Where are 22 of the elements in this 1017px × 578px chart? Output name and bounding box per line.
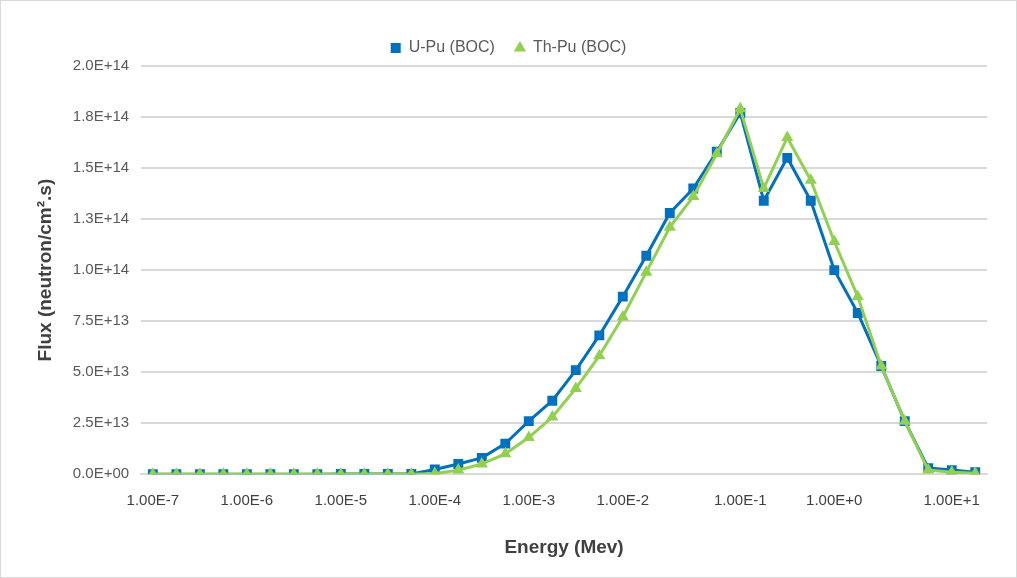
x-tick-label: 1.00E-3: [502, 491, 556, 509]
x-tick-label: 1.00E-1: [714, 491, 767, 509]
y-axis-title: Flux (neutron/cm².s): [33, 178, 55, 362]
x-tick-label: 1.00E+0: [806, 491, 863, 509]
y-tick-label: 5.0E+13: [72, 362, 130, 380]
x-tick-label: 1.00E-4: [408, 491, 462, 509]
y-tick-label: 1.5E+14: [72, 158, 130, 176]
x-axis-title: Energy (Mev): [504, 535, 624, 557]
x-tick-label: 1.00E-2: [596, 491, 650, 509]
x-tick-label: 1.00E-5: [314, 491, 368, 509]
y-tick-label: 0.0E+00: [72, 464, 130, 482]
y-tick-label: 2.5E+13: [72, 413, 130, 431]
x-tick-label: 1.00E-7: [126, 491, 180, 509]
y-tick-label: 7.5E+13: [72, 311, 130, 329]
x-tick-label: 1.00E+1: [923, 491, 980, 509]
y-tick-label: 1.3E+14: [72, 209, 130, 227]
x-tick-label: 1.00E-6: [220, 491, 274, 509]
y-tick-label: 1.0E+14: [72, 260, 130, 278]
y-tick-label: 2.0E+14: [72, 56, 130, 74]
legend-label: Th-Pu (BOC): [532, 38, 627, 56]
legend-label: U-Pu (BOC): [408, 38, 495, 56]
y-tick-label: 1.8E+14: [72, 107, 130, 125]
